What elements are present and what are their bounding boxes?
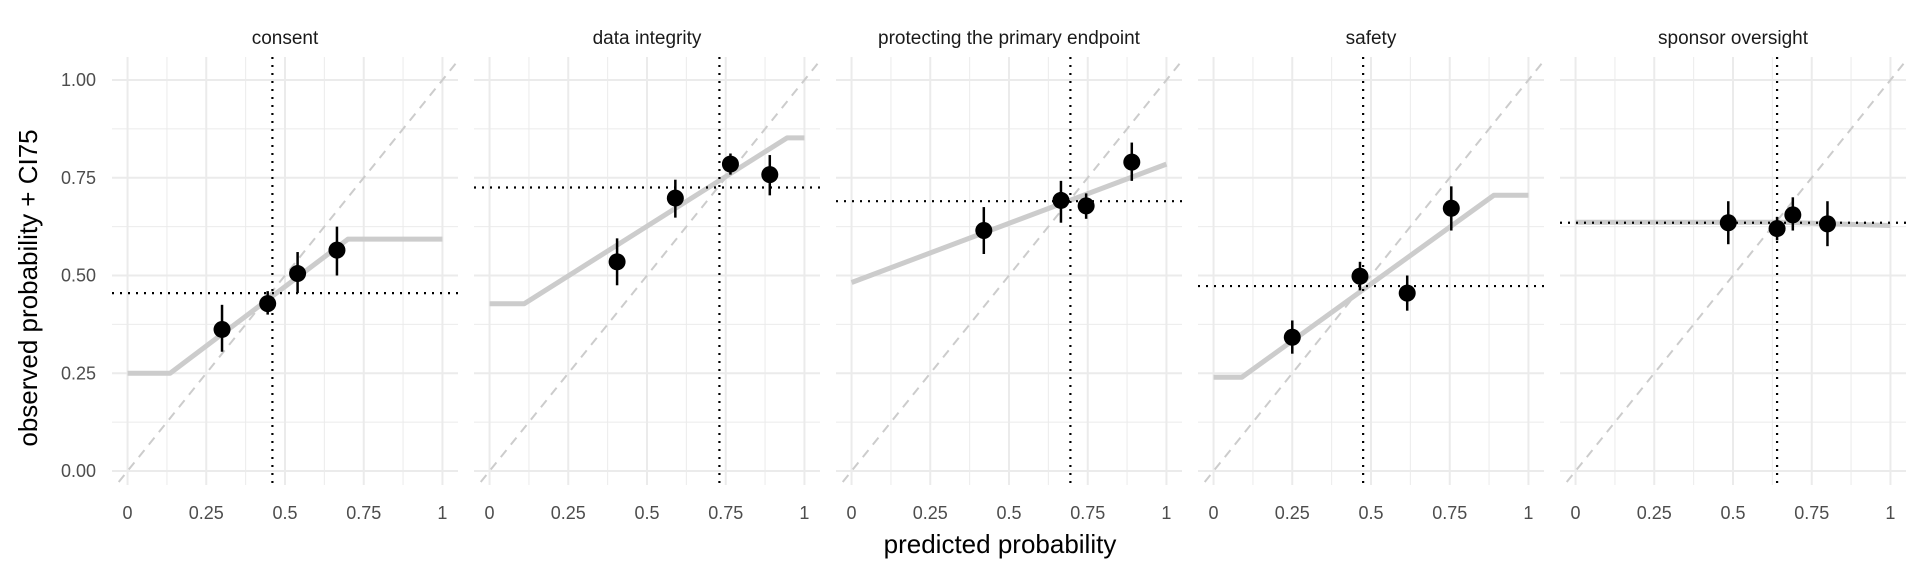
facet-title: data integrity <box>593 28 702 49</box>
x-tick-label: 0.5 <box>272 503 297 523</box>
x-tick-label: 0 <box>123 503 133 523</box>
panel-4: sponsor oversight 0 0.25 0.5 0.75 1 <box>1560 28 1906 523</box>
y-tick-label: 0.75 <box>61 168 96 188</box>
data-point <box>1442 199 1460 217</box>
x-tick-label: 0.75 <box>1070 503 1105 523</box>
x-tick-label: 1 <box>1885 503 1895 523</box>
panel-plot-area <box>112 57 458 485</box>
x-tick-label: 0 <box>485 503 495 523</box>
facet-title: sponsor oversight <box>1658 28 1809 49</box>
data-point <box>213 320 231 338</box>
panel-3: safety 0 0.25 0.5 0.75 1 <box>1198 28 1544 523</box>
panel-plot-area <box>1560 57 1906 485</box>
panel-plot-area <box>836 57 1182 485</box>
x-tick-label: 0 <box>847 503 857 523</box>
identity-line <box>115 59 458 485</box>
x-tick-label: 0.75 <box>1794 503 1829 523</box>
data-point <box>1077 197 1095 215</box>
panel-2: protecting the primary endpoint 0 0.25 0.5 0… <box>836 28 1182 523</box>
x-tick-label: 0.25 <box>1637 503 1672 523</box>
x-axis-title: predicted probability <box>884 529 1117 559</box>
data-point <box>1719 214 1737 232</box>
x-tick-label: 0.5 <box>996 503 1021 523</box>
x-tick-label: 0 <box>1209 503 1219 523</box>
x-tick-label: 0.25 <box>189 503 224 523</box>
y-tick-label: 0.00 <box>61 461 96 481</box>
identity-line <box>839 59 1182 485</box>
identity-line <box>1201 59 1544 485</box>
data-point <box>1351 267 1369 285</box>
fit-line <box>127 236 443 376</box>
facet-title: protecting the primary endpoint <box>878 28 1141 49</box>
x-tick-label: 1 <box>1523 503 1533 523</box>
panels-layer: consent 0 0.25 0.5 0.75 1 data integrity 0 0.25 0… <box>61 28 1906 523</box>
data-point <box>1283 328 1301 346</box>
x-tick-label: 0.25 <box>551 503 586 523</box>
data-point <box>289 265 307 283</box>
data-point <box>1398 284 1416 302</box>
data-point <box>259 295 277 313</box>
x-tick-label: 0.5 <box>634 503 659 523</box>
x-tick-label: 1 <box>1161 503 1171 523</box>
x-tick-label: 0.25 <box>1275 503 1310 523</box>
y-tick-label: 0.25 <box>61 363 96 383</box>
panel-plot-area <box>474 57 820 485</box>
x-tick-label: 0.5 <box>1720 503 1745 523</box>
y-tick-label: 1.00 <box>61 70 96 90</box>
y-axis-title: observed probability + CI75 <box>13 129 43 446</box>
data-point <box>1052 191 1070 209</box>
panel-1: data integrity 0 0.25 0.5 0.75 1 <box>474 28 820 523</box>
identity-line <box>477 59 820 485</box>
x-tick-label: 0.75 <box>346 503 381 523</box>
y-tick-label: 0.50 <box>61 266 96 286</box>
facet-title: safety <box>1346 28 1397 49</box>
x-tick-label: 0.75 <box>708 503 743 523</box>
x-tick-label: 1 <box>437 503 447 523</box>
x-tick-label: 1 <box>799 503 809 523</box>
x-tick-label: 0.75 <box>1432 503 1467 523</box>
data-point <box>761 166 779 184</box>
panel-plot-area <box>1198 57 1544 485</box>
x-tick-label: 0.5 <box>1358 503 1383 523</box>
data-point <box>328 241 346 259</box>
data-point <box>721 155 739 173</box>
data-point <box>666 189 684 207</box>
identity-line <box>1563 59 1906 485</box>
data-point <box>1818 215 1836 233</box>
data-point <box>1123 153 1141 171</box>
facet-title: consent <box>252 28 319 49</box>
data-point <box>608 253 626 271</box>
fit-line <box>850 161 1168 285</box>
panel-0: consent 0 0.25 0.5 0.75 1 <box>112 28 458 523</box>
data-point <box>1768 220 1786 238</box>
x-tick-label: 0 <box>1571 503 1581 523</box>
data-point <box>1784 206 1802 224</box>
data-point <box>975 222 993 240</box>
x-tick-label: 0.25 <box>913 503 948 523</box>
fit-line <box>489 135 805 307</box>
